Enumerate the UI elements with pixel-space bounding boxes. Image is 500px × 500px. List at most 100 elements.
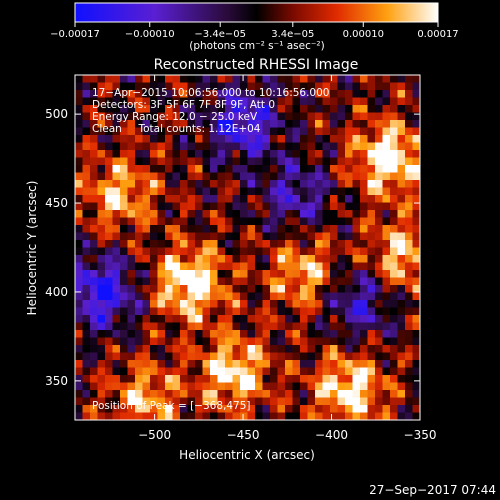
- heatmap-cell: [397, 277, 406, 286]
- heatmap-cell: [390, 352, 399, 361]
- heatmap-cell: [255, 150, 264, 159]
- heatmap-cell: [292, 240, 301, 249]
- heatmap-cell: [307, 337, 316, 346]
- heatmap-cell: [405, 165, 414, 174]
- heatmap-cell: [112, 412, 121, 420]
- heatmap-cell: [270, 187, 279, 196]
- heatmap-cell: [135, 412, 144, 420]
- heatmap-cell: [165, 262, 174, 271]
- heatmap-cell: [105, 330, 114, 339]
- heatmap-cell: [262, 390, 271, 399]
- heatmap-cell: [360, 225, 369, 234]
- heatmap-cell: [90, 225, 99, 234]
- heatmap-cell: [112, 322, 121, 331]
- heatmap-cell: [315, 120, 324, 129]
- heatmap-cell: [105, 360, 114, 369]
- heatmap-cell: [105, 105, 114, 114]
- heatmap-cell: [247, 97, 256, 106]
- heatmap-cell: [277, 195, 286, 204]
- heatmap-cell: [382, 105, 391, 114]
- heatmap-cell: [397, 292, 406, 301]
- heatmap-cell: [82, 112, 91, 121]
- heatmap-cell: [330, 232, 339, 241]
- heatmap-cell: [382, 300, 391, 309]
- heatmap-cell: [255, 82, 264, 91]
- heatmap-cell: [270, 322, 279, 331]
- heatmap-cell: [187, 412, 196, 420]
- heatmap-cell: [157, 105, 166, 114]
- heatmap-cell: [82, 352, 91, 361]
- heatmap-cell: [397, 285, 406, 294]
- plot-frame: [74, 74, 421, 421]
- heatmap-cell: [382, 82, 391, 91]
- heatmap-cell: [142, 345, 151, 354]
- heatmap-cell: [232, 157, 241, 166]
- heatmap-cell: [157, 217, 166, 226]
- heatmap-cell: [150, 112, 159, 121]
- heatmap-cell: [247, 217, 256, 226]
- heatmap-cell: [382, 285, 391, 294]
- heatmap-cell: [210, 232, 219, 241]
- heatmap-cell: [240, 360, 249, 369]
- heatmap-cell: [330, 277, 339, 286]
- heatmap-cell: [172, 300, 181, 309]
- heatmap-cell: [330, 255, 339, 264]
- heatmap-cell: [330, 180, 339, 189]
- heatmap-cell: [270, 157, 279, 166]
- heatmap-cell: [127, 172, 136, 181]
- heatmap-cell: [217, 90, 226, 99]
- heatmap-cell: [232, 217, 241, 226]
- heatmap-cell: [367, 337, 376, 346]
- heatmap-cell: [135, 292, 144, 301]
- heatmap-cell: [187, 300, 196, 309]
- heatmap-cell: [345, 172, 354, 181]
- heatmap-cell: [285, 135, 294, 144]
- heatmap-cell: [277, 180, 286, 189]
- heatmap-cell: [180, 382, 189, 391]
- heatmap-cell: [90, 165, 99, 174]
- heatmap-cell: [187, 247, 196, 256]
- heatmap-cell: [75, 120, 84, 129]
- heatmap-cell: [157, 375, 166, 384]
- heatmap-cell: [210, 187, 219, 196]
- heatmap-cell: [225, 105, 234, 114]
- colorbar-tick-label: −0.00017: [50, 29, 100, 40]
- heatmap-cell: [315, 390, 324, 399]
- heatmap-cell: [240, 225, 249, 234]
- heatmap-cell: [375, 367, 384, 376]
- heatmap-cell: [105, 405, 114, 414]
- heatmap-cell: [202, 90, 211, 99]
- heatmap-cell: [375, 225, 384, 234]
- heatmap-cell: [322, 165, 331, 174]
- heatmap-cell: [187, 240, 196, 249]
- heatmap-cell: [412, 232, 420, 241]
- heatmap-cell: [172, 157, 181, 166]
- heatmap-cell: [315, 292, 324, 301]
- heatmap-cell: [397, 210, 406, 219]
- heatmap-cell: [397, 180, 406, 189]
- heatmap-cell: [292, 322, 301, 331]
- heatmap-cell: [112, 405, 121, 414]
- heatmap-cell: [300, 397, 309, 406]
- heatmap-cell: [112, 360, 121, 369]
- heatmap-cell: [247, 157, 256, 166]
- heatmap-cell: [375, 255, 384, 264]
- heatmap-cell: [172, 352, 181, 361]
- heatmap-cell: [262, 255, 271, 264]
- heatmap-cell: [412, 277, 420, 286]
- heatmap-cell: [330, 75, 339, 84]
- heatmap-cell: [97, 255, 106, 264]
- heatmap-cell: [210, 300, 219, 309]
- heatmap-cell: [382, 157, 391, 166]
- heatmap-cell: [330, 292, 339, 301]
- heatmap-cell: [225, 157, 234, 166]
- heatmap-cell: [292, 255, 301, 264]
- heatmap-cell: [225, 307, 234, 316]
- heatmap-cell: [405, 322, 414, 331]
- heatmap-cell: [127, 367, 136, 376]
- heatmap-cell: [210, 375, 219, 384]
- heatmap-cell: [210, 352, 219, 361]
- heatmap-cell: [210, 75, 219, 84]
- heatmap-cell: [165, 277, 174, 286]
- heatmap-cell: [262, 195, 271, 204]
